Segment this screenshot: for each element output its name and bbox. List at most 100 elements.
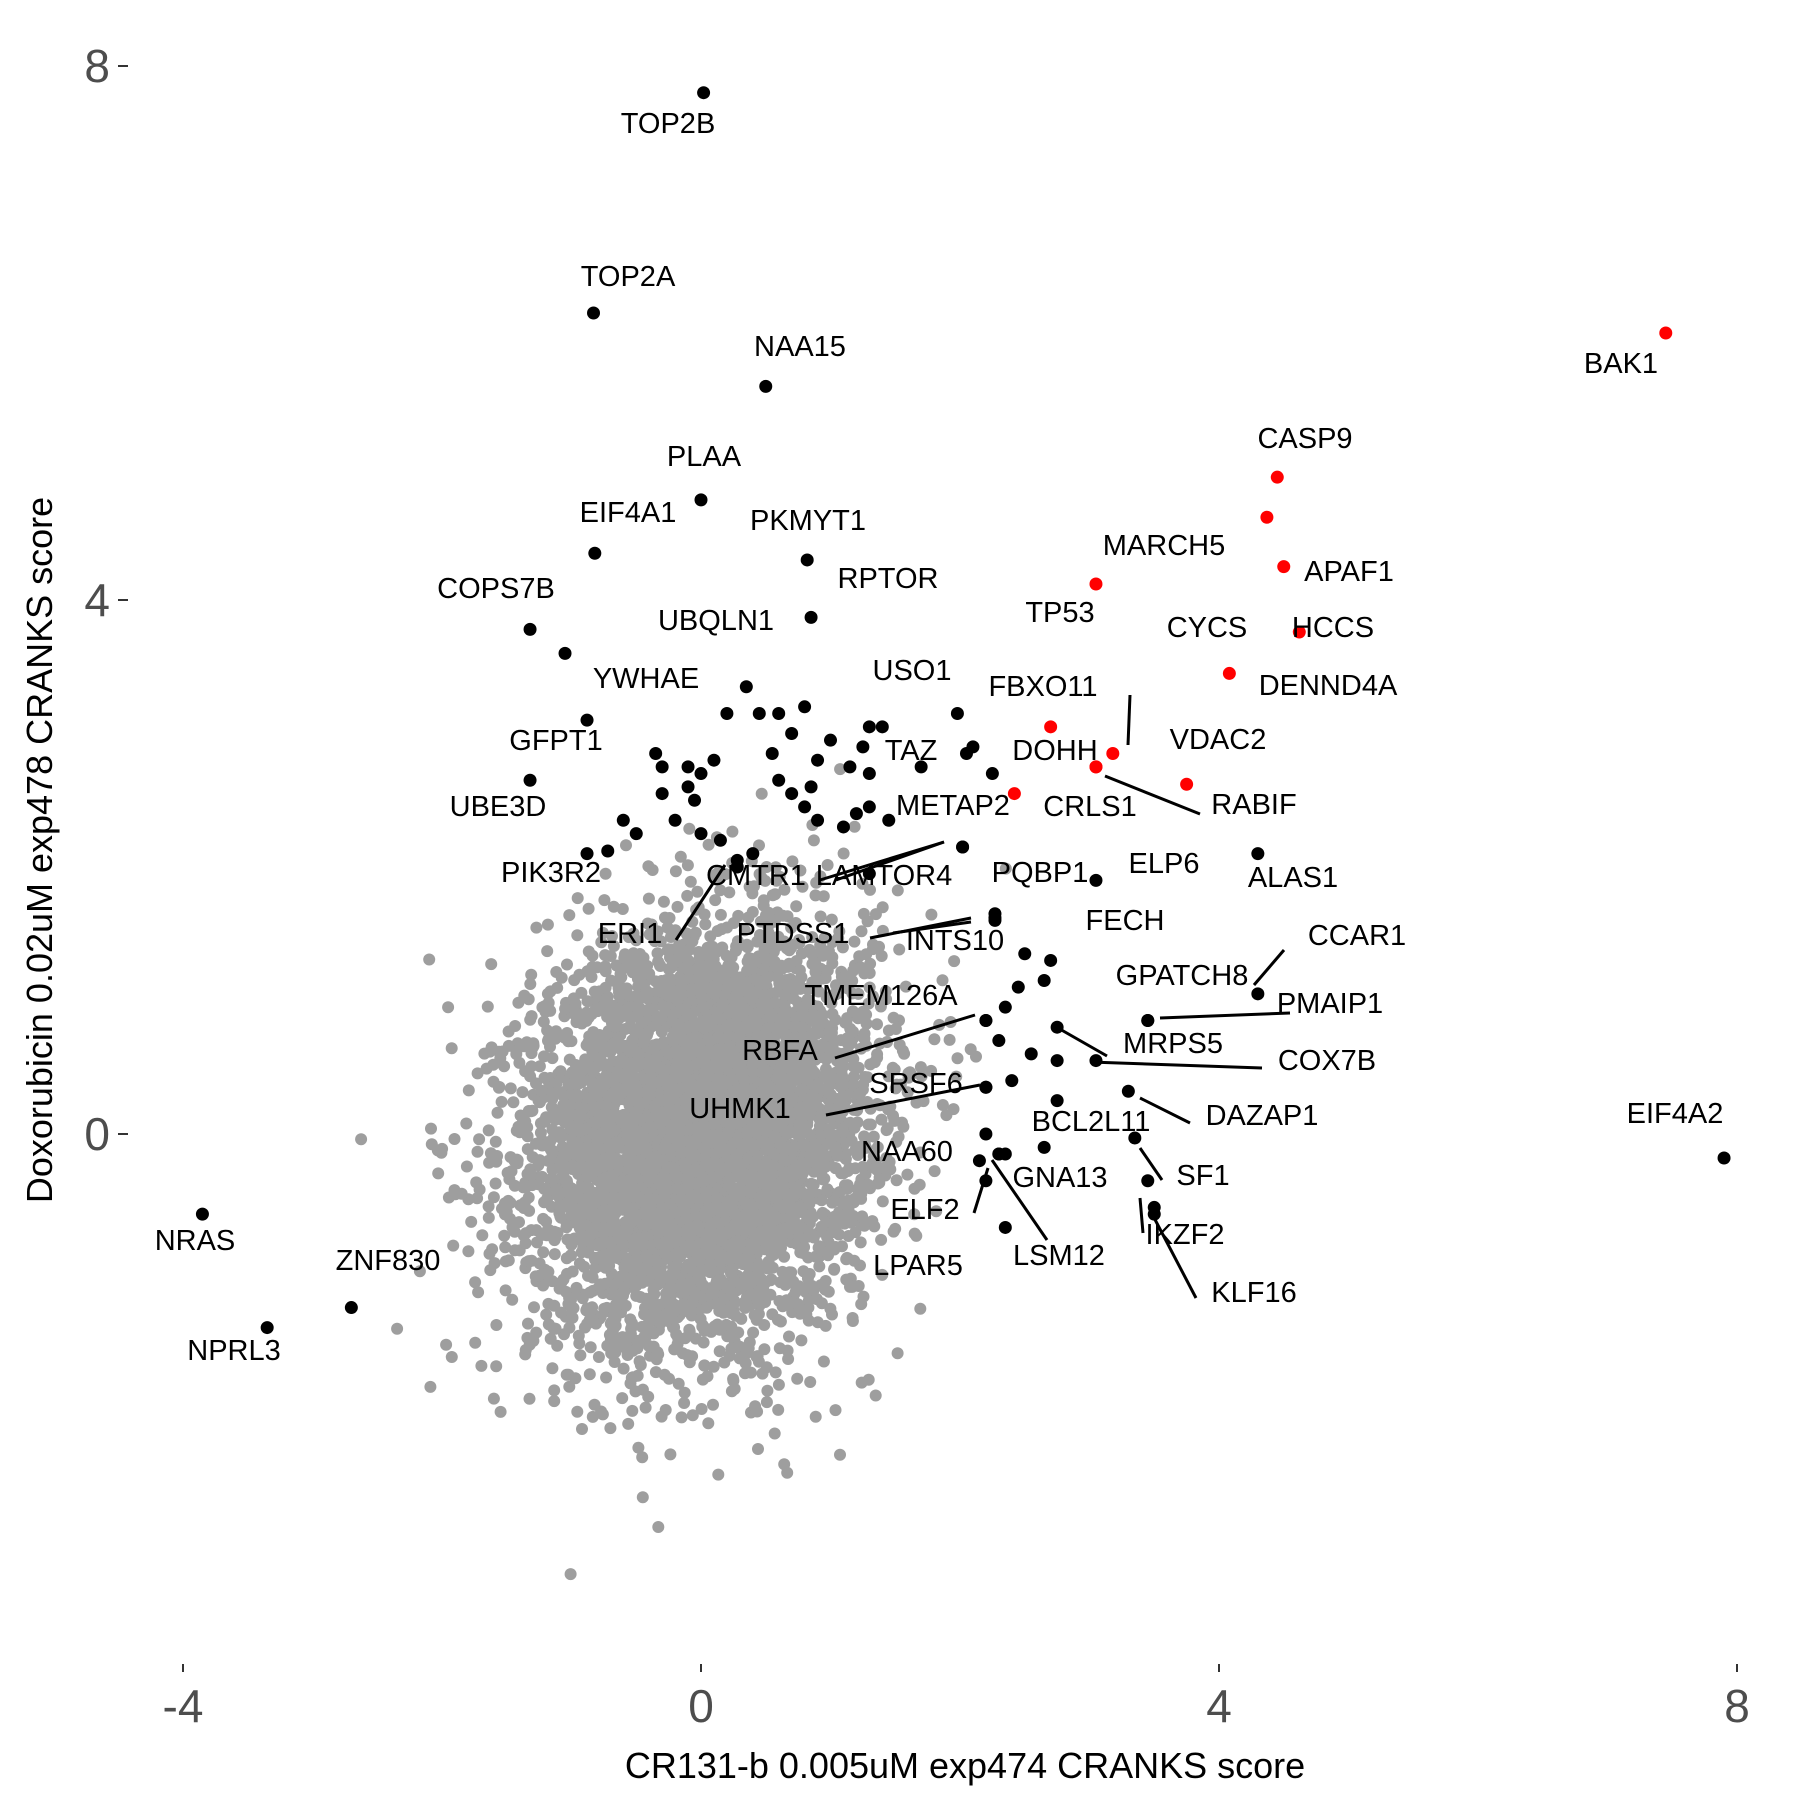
background-point — [473, 1133, 486, 1146]
background-point — [943, 1033, 956, 1046]
background-point — [642, 1390, 655, 1403]
background-point — [523, 1204, 536, 1217]
background-point — [866, 1215, 879, 1228]
background-point — [499, 1255, 512, 1268]
background-point — [610, 959, 623, 972]
background-point — [584, 1341, 597, 1354]
background-point — [561, 958, 573, 971]
background-point — [565, 1293, 577, 1306]
background-point — [586, 949, 599, 962]
background-point — [901, 1086, 914, 1099]
background-point — [519, 1237, 532, 1250]
background-point — [773, 870, 786, 883]
background-point — [592, 1351, 605, 1363]
background-point — [576, 1423, 588, 1435]
background-point — [546, 1362, 559, 1375]
background-point — [936, 974, 949, 987]
background-point — [886, 1061, 899, 1074]
background-point — [599, 960, 612, 973]
background-point — [485, 958, 498, 971]
background-point — [616, 1392, 629, 1405]
background-point — [524, 978, 537, 990]
background-point — [522, 993, 535, 1006]
background-point — [948, 955, 961, 968]
background-point — [604, 950, 617, 962]
background-point — [594, 1113, 607, 1126]
background-point — [563, 1321, 576, 1334]
background-point — [714, 908, 727, 921]
background-point — [547, 1173, 559, 1185]
background-point — [738, 924, 751, 937]
background-point — [484, 1147, 497, 1160]
background-point — [804, 1376, 817, 1388]
background-point — [530, 921, 543, 934]
background-point — [514, 1199, 527, 1212]
background-point — [940, 1109, 953, 1122]
background-point — [615, 971, 628, 984]
background-point — [423, 953, 436, 966]
background-point — [564, 1123, 577, 1136]
background-point — [786, 855, 799, 868]
background-point — [499, 1241, 512, 1254]
background-point — [831, 987, 844, 1000]
background-point — [913, 1178, 926, 1191]
background-point — [542, 996, 555, 1009]
background-point — [791, 1372, 804, 1385]
background-point — [596, 926, 609, 939]
background-point — [537, 1246, 550, 1259]
background-point — [581, 1318, 594, 1330]
background-point — [789, 1020, 802, 1033]
background-point — [598, 1302, 611, 1315]
background-point — [494, 1052, 507, 1065]
background-point — [887, 1011, 900, 1024]
background-point — [678, 1397, 691, 1409]
background-point — [789, 1222, 802, 1235]
background-point — [483, 1247, 496, 1260]
background-point — [554, 1065, 567, 1078]
background-point — [769, 888, 782, 901]
background-point — [512, 996, 525, 1009]
background-point — [504, 1082, 517, 1095]
background-point — [842, 1230, 855, 1242]
background-point — [646, 864, 659, 876]
background-point — [739, 1357, 752, 1370]
background-point — [563, 909, 576, 922]
background-point — [883, 1155, 896, 1168]
background-point — [835, 1064, 848, 1077]
background-point — [852, 987, 865, 1000]
background-point — [482, 1124, 495, 1137]
background-point — [548, 1248, 561, 1261]
background-point — [537, 1015, 550, 1028]
background-point — [702, 838, 715, 851]
background-point — [759, 953, 772, 965]
background-point — [565, 1078, 578, 1091]
background-point — [487, 1191, 500, 1204]
background-point — [999, 862, 1012, 875]
background-point — [758, 1243, 771, 1256]
background-point — [462, 1245, 475, 1258]
background-point — [626, 1404, 639, 1417]
background-point — [442, 1001, 455, 1014]
background-point — [507, 1096, 520, 1109]
background-point — [794, 864, 807, 877]
background-point — [495, 1095, 508, 1108]
background-point — [771, 1313, 784, 1326]
background-point — [540, 1308, 553, 1321]
background-point — [633, 1355, 646, 1368]
background-point — [914, 1146, 927, 1159]
background-point — [586, 1410, 599, 1423]
background-point — [841, 1183, 854, 1195]
background-point — [508, 1225, 521, 1238]
background-point — [541, 918, 554, 931]
background-point — [571, 929, 584, 942]
background-point — [616, 903, 629, 915]
background-point — [448, 1133, 461, 1145]
background-point — [620, 1003, 633, 1016]
background-point — [743, 952, 756, 965]
background-point — [695, 1403, 708, 1415]
background-point — [846, 1312, 859, 1324]
background-point — [440, 1338, 453, 1351]
background-point — [696, 1000, 709, 1013]
background-point — [669, 865, 682, 878]
background-point — [462, 1084, 475, 1097]
